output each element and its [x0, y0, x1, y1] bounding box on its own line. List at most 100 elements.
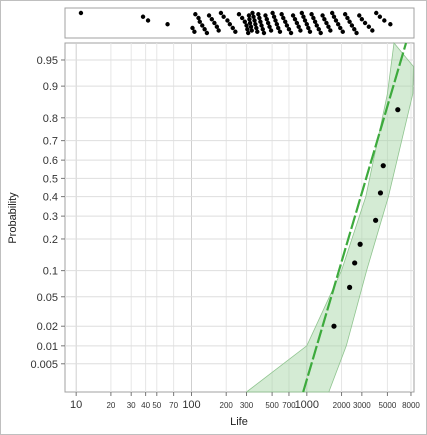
marginal-point	[264, 17, 270, 22]
marginal-point	[256, 12, 261, 17]
marginal-point	[320, 13, 325, 18]
marginal-point	[190, 25, 195, 31]
marginal-point	[338, 25, 343, 31]
data-point	[373, 217, 379, 223]
x-tick-label: 30	[127, 401, 136, 410]
marginal-point	[258, 19, 263, 24]
marginal-point	[193, 12, 198, 17]
x-axis-label: Life	[230, 416, 248, 428]
marginal-point	[335, 22, 341, 27]
marginal-point	[242, 19, 248, 24]
marginal-point	[352, 27, 357, 32]
y-tick-label: 0.8	[43, 113, 58, 125]
y-axis-ticks: 0.95 0.9 0.8 0.7 0.6 0.5 0.4 0.3 0.2 0.1 0.05 0.02 0…	[30, 55, 65, 371]
marginal-point	[218, 10, 224, 16]
marginal-point	[230, 25, 235, 31]
y-tick-label: 0.005	[30, 359, 58, 371]
y-tick-label: 0.02	[37, 321, 58, 333]
data-points	[331, 107, 401, 329]
x-tick-label: 500	[265, 401, 279, 410]
marginal-point	[347, 19, 352, 24]
marginal-point	[253, 22, 258, 27]
marginal-point	[236, 12, 242, 17]
marginal-point	[377, 14, 383, 19]
marginal-points	[78, 10, 393, 36]
marginal-point	[268, 28, 274, 33]
marginal-point	[299, 10, 305, 16]
x-tick-label: 10	[70, 399, 82, 411]
marginal-point	[202, 27, 207, 32]
marginal-point	[252, 18, 257, 23]
marginal-point	[251, 14, 256, 19]
marginal-point	[306, 25, 311, 31]
marginal-point	[290, 13, 296, 18]
marginal-point	[304, 22, 310, 27]
marginal-point	[342, 12, 348, 17]
marginal-point	[209, 17, 215, 22]
marginal-point	[318, 30, 323, 36]
x-tick-label: 1000	[295, 399, 319, 411]
marginal-point	[349, 23, 355, 28]
marginal-point	[267, 24, 272, 29]
x-tick-label: 100	[182, 399, 200, 411]
marginal-point	[192, 29, 197, 34]
y-tick-label: 0.9	[43, 81, 58, 93]
data-point	[357, 241, 363, 247]
marginal-point	[140, 14, 146, 19]
y-axis-label: Probability	[7, 192, 19, 244]
marginal-point	[288, 30, 294, 36]
marginal-point	[326, 24, 331, 29]
fit-line	[302, 42, 408, 393]
marginal-point	[247, 17, 252, 22]
marginal-point	[284, 23, 290, 28]
marginal-point	[311, 15, 316, 21]
marginal-point	[294, 20, 300, 26]
marginal-point	[333, 18, 339, 23]
x-tick-label: 300	[240, 401, 254, 410]
marginal-point	[302, 18, 308, 23]
data-point	[377, 190, 384, 196]
marginal-point	[259, 23, 264, 28]
marginal-point	[307, 29, 313, 34]
marginal-point	[145, 18, 151, 23]
marginal-point	[221, 14, 226, 19]
y-tick-label: 0.5	[43, 173, 58, 185]
data-point	[347, 284, 353, 290]
marginal-point	[362, 20, 368, 26]
marginal-point	[196, 15, 201, 21]
marginal-point	[197, 19, 202, 24]
marginal-point	[271, 14, 277, 19]
marginal-point	[366, 24, 372, 29]
marginal-point	[214, 24, 220, 29]
marginal-point	[301, 14, 306, 19]
data-point	[395, 107, 401, 113]
marginal-point	[314, 23, 319, 28]
marginal-point	[345, 15, 350, 21]
marginal-point	[212, 20, 217, 26]
fit-line-layer	[302, 42, 408, 393]
marginal-point	[239, 15, 245, 21]
marginal-point	[257, 15, 262, 21]
marginal-point	[249, 28, 254, 33]
x-tick-label: 3000	[353, 401, 371, 410]
x-tick-label: 8000	[402, 401, 420, 410]
marginal-point	[357, 13, 362, 18]
marginal-point	[286, 27, 292, 32]
marginal-point	[281, 15, 286, 21]
marginal-point	[382, 18, 387, 23]
x-tick-label: 2000	[333, 401, 351, 410]
marginal-point	[263, 13, 268, 18]
plot-area	[64, 42, 415, 393]
marginal-point	[312, 19, 318, 24]
y-tick-label: 0.4	[43, 192, 58, 204]
x-tick-label: 700	[282, 401, 296, 410]
marginal-point	[265, 20, 271, 26]
marginal-point	[216, 28, 221, 33]
x-tick-label: 40	[141, 401, 150, 410]
marginal-point	[78, 10, 84, 16]
data-point	[380, 163, 386, 169]
y-tick-label: 0.6	[43, 155, 58, 167]
marginal-point	[298, 28, 303, 33]
